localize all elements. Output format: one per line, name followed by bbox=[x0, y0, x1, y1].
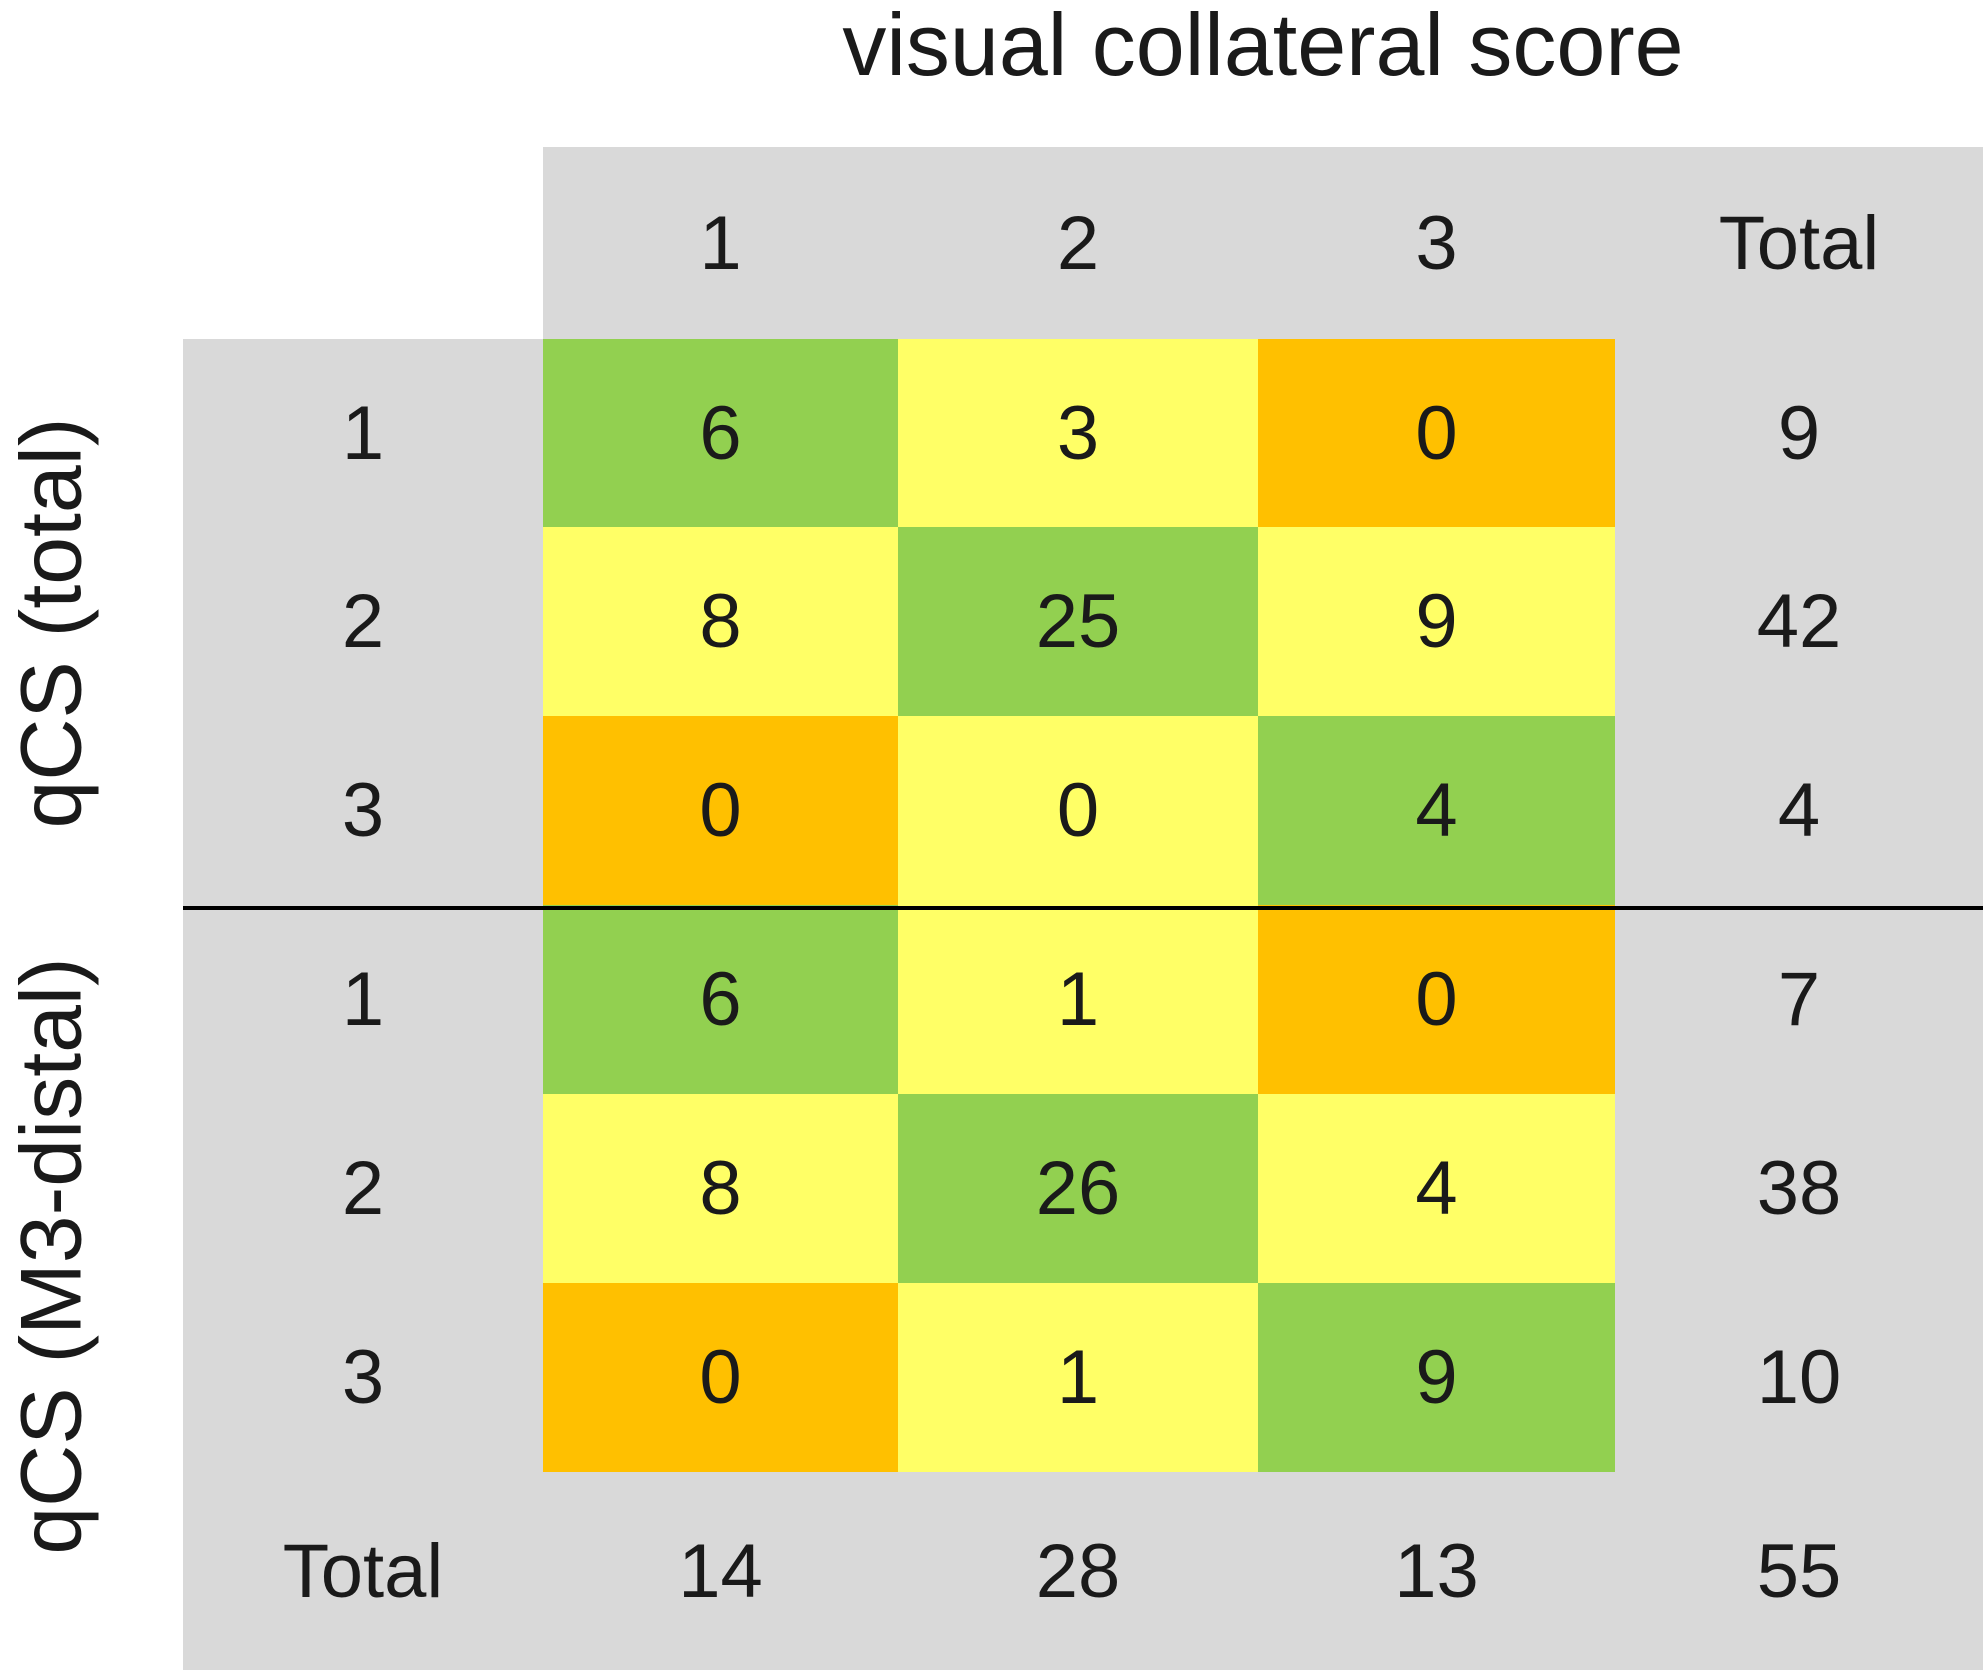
data-cell: 6 bbox=[543, 339, 898, 527]
data-cell: 9 bbox=[1258, 527, 1615, 716]
column-header: 3 bbox=[1415, 200, 1458, 286]
data-cell: 0 bbox=[898, 716, 1258, 905]
data-cell: 26 bbox=[898, 1094, 1258, 1283]
row-total: 4 bbox=[1777, 768, 1821, 853]
data-cell: 0 bbox=[1258, 905, 1615, 1094]
data-cell: 4 bbox=[1258, 716, 1615, 905]
data-cell: 0 bbox=[1258, 339, 1615, 527]
column-total: 28 bbox=[1035, 1528, 1121, 1614]
column-total: 13 bbox=[1394, 1528, 1479, 1614]
column-header-background bbox=[543, 147, 1983, 339]
row-total: 38 bbox=[1756, 1146, 1842, 1231]
data-cell: 4 bbox=[1258, 1094, 1615, 1283]
row-label: 1 bbox=[341, 957, 385, 1042]
section-label-qcs-m3-distal: qCS (M3-distal) bbox=[3, 957, 100, 1555]
data-cell: 3 bbox=[898, 339, 1258, 527]
data-cell: 9 bbox=[1258, 1283, 1615, 1472]
row-total: 7 bbox=[1777, 957, 1821, 1042]
section-divider bbox=[183, 906, 1983, 910]
row-total: 9 bbox=[1777, 390, 1821, 476]
footer-label: Total bbox=[282, 1528, 444, 1614]
chart-title: visual collateral score bbox=[842, 0, 1684, 94]
row-label: 1 bbox=[341, 390, 385, 476]
data-cell: 8 bbox=[543, 1094, 898, 1283]
row-total: 42 bbox=[1756, 579, 1842, 664]
row-label: 2 bbox=[341, 1146, 385, 1231]
data-cell: 1 bbox=[898, 1283, 1258, 1472]
column-header: 2 bbox=[1056, 200, 1100, 286]
section-label-qcs-total: qCS (total) bbox=[3, 417, 100, 829]
row-label: 3 bbox=[341, 768, 385, 853]
data-cell: 0 bbox=[543, 716, 898, 905]
data-cell: 1 bbox=[898, 905, 1258, 1094]
data-cell: 8 bbox=[543, 527, 898, 716]
column-header: Total bbox=[1718, 200, 1880, 286]
column-total: 14 bbox=[678, 1528, 763, 1614]
data-cell: 6 bbox=[543, 905, 898, 1094]
row-total: 10 bbox=[1756, 1335, 1842, 1420]
grand-total: 55 bbox=[1756, 1528, 1842, 1614]
data-cell: 25 bbox=[898, 527, 1258, 716]
column-header: 1 bbox=[699, 200, 742, 286]
data-cell: 0 bbox=[543, 1283, 898, 1472]
row-label: 2 bbox=[341, 579, 385, 664]
row-label: 3 bbox=[341, 1335, 385, 1420]
